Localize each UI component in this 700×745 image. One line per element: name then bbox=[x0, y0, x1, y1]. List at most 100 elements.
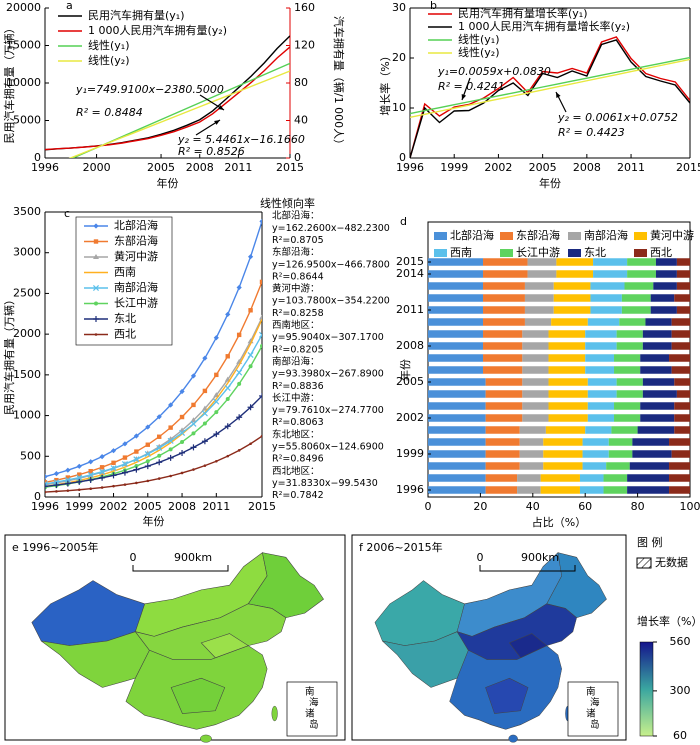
bar-segment bbox=[593, 258, 628, 266]
legend-swatch bbox=[500, 232, 513, 240]
bar-segment bbox=[428, 474, 486, 482]
y-tick-label: 2014 bbox=[396, 267, 424, 280]
x-tick-label: 2008 bbox=[573, 161, 601, 174]
bar-segment bbox=[621, 306, 651, 314]
bar-segment bbox=[593, 270, 628, 278]
bar-segment bbox=[548, 342, 586, 350]
y-tick-label: 0 bbox=[34, 490, 41, 503]
bar-segment bbox=[669, 354, 690, 362]
bar-segment bbox=[627, 270, 656, 278]
inset-frame bbox=[286, 681, 338, 737]
bar-segment bbox=[671, 330, 690, 338]
panel: 0 500 1000 1500 2000 2500 3000 3500 1996 1999 2002… bbox=[2, 196, 390, 528]
bar-segment bbox=[428, 450, 486, 458]
bar-segment bbox=[616, 390, 643, 398]
bar-segment bbox=[645, 318, 672, 326]
scale-label: 0 bbox=[130, 551, 137, 564]
bar-segment bbox=[483, 366, 523, 374]
y-tick-label: 500 bbox=[20, 449, 41, 462]
bar-segment bbox=[551, 318, 588, 326]
marker bbox=[99, 454, 105, 460]
trend-line: R²=0.8496 bbox=[272, 454, 324, 465]
bar-segment bbox=[614, 414, 641, 422]
marker bbox=[248, 308, 253, 313]
marker bbox=[236, 414, 243, 421]
marker bbox=[259, 279, 262, 285]
x-tick-label: 0 bbox=[425, 500, 432, 513]
bar-segment bbox=[640, 354, 670, 362]
bar-segment bbox=[543, 438, 583, 446]
marker bbox=[53, 482, 60, 489]
bar-segment bbox=[548, 390, 588, 398]
y-tick-label: 1999 bbox=[396, 447, 424, 460]
marker bbox=[179, 429, 186, 436]
x-tick-label: 1999 bbox=[65, 500, 93, 513]
marker bbox=[224, 385, 231, 392]
trend-line: R²=0.8063 bbox=[272, 417, 324, 428]
y-tick-label: 5000 bbox=[13, 114, 41, 127]
bar-segment bbox=[556, 258, 594, 266]
y-tick-label: 1500 bbox=[13, 368, 41, 381]
marker bbox=[248, 364, 253, 369]
legend-swatch bbox=[634, 232, 647, 240]
inset-label: 诸 bbox=[586, 709, 596, 720]
legend-swatch bbox=[500, 249, 513, 257]
marker bbox=[190, 420, 197, 427]
bar-segment bbox=[428, 486, 486, 494]
marker bbox=[134, 449, 139, 454]
marker bbox=[87, 476, 94, 483]
legend-label: 东北 bbox=[584, 246, 606, 259]
marker bbox=[190, 444, 197, 451]
bar-segment bbox=[676, 270, 690, 278]
bar-segment bbox=[540, 474, 580, 482]
marker bbox=[133, 456, 140, 463]
bar-segment bbox=[522, 354, 549, 362]
legend-label: 长江中游 bbox=[114, 297, 158, 310]
marker bbox=[259, 392, 262, 399]
marker bbox=[213, 398, 220, 405]
bar-segment bbox=[485, 414, 523, 422]
bar-segment bbox=[522, 366, 549, 374]
marker bbox=[111, 460, 116, 465]
bar-segment bbox=[669, 462, 690, 470]
panel-label: d bbox=[400, 215, 407, 228]
marker bbox=[121, 469, 128, 476]
bar-segment bbox=[637, 426, 675, 434]
bar-segment bbox=[590, 282, 625, 290]
marker bbox=[100, 486, 104, 489]
bar-segment bbox=[676, 258, 690, 266]
y-tick-label: 0 bbox=[34, 151, 41, 164]
bar-segment bbox=[483, 258, 528, 266]
marker bbox=[145, 459, 150, 464]
colorbar-label: 增长率（%） bbox=[637, 614, 700, 628]
map-region bbox=[509, 633, 548, 659]
bar-segment bbox=[519, 450, 544, 458]
bar-segment bbox=[485, 426, 520, 434]
bar-segment bbox=[627, 474, 670, 482]
trend-line: 西南地区： bbox=[272, 319, 320, 331]
bar-segment bbox=[606, 462, 630, 470]
marker bbox=[94, 333, 98, 336]
marker bbox=[226, 454, 230, 458]
bar-segment bbox=[540, 486, 580, 494]
x-tick-label: 2008 bbox=[186, 161, 214, 174]
bar-segment bbox=[524, 294, 554, 302]
map-title: e 1996~2005年 bbox=[12, 540, 98, 554]
x-axis-label: 年份 bbox=[157, 176, 179, 190]
marker bbox=[190, 417, 197, 423]
map-region bbox=[200, 633, 249, 659]
bar-segment bbox=[545, 426, 586, 434]
trend-title: 线性倾向率 bbox=[260, 196, 315, 210]
marker bbox=[135, 481, 138, 485]
inset-label: 岛 bbox=[309, 719, 319, 731]
trend-line: 北部沿海： bbox=[272, 210, 320, 222]
marker bbox=[236, 284, 242, 291]
bar-segment bbox=[585, 330, 617, 338]
marker bbox=[157, 434, 162, 439]
bar-segment bbox=[650, 294, 675, 302]
arrow-head bbox=[556, 92, 561, 98]
marker bbox=[144, 463, 151, 470]
trend-line: R²=0.8205 bbox=[272, 344, 324, 355]
marker bbox=[225, 354, 230, 359]
bar-segment bbox=[522, 342, 549, 350]
